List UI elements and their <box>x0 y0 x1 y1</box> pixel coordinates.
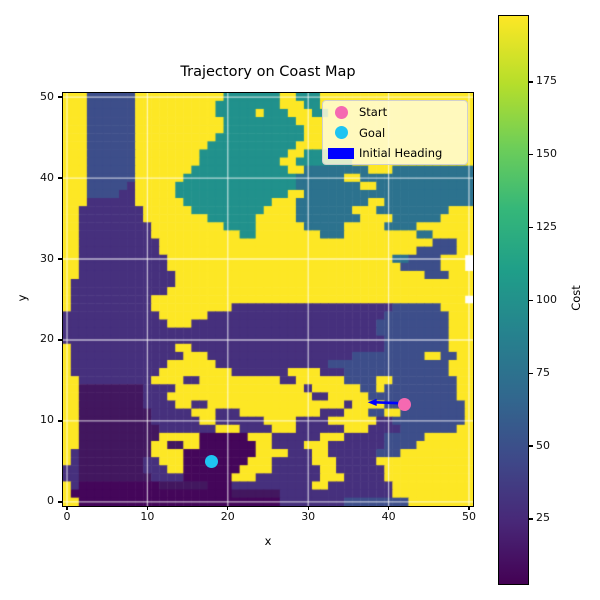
x-tick-mark <box>146 506 148 510</box>
colorbar-tick-mark <box>528 81 533 83</box>
x-tick-mark <box>387 506 390 510</box>
colorbar-tick-mark <box>528 445 533 447</box>
x-tick-mark <box>468 506 470 510</box>
colorbar-tick-label: 50 <box>536 438 550 452</box>
legend-start-label: Start <box>359 105 388 120</box>
x-tick-label: 50 <box>461 510 476 523</box>
legend-swatch-box <box>323 126 359 140</box>
x-tick-label: 0 <box>63 510 71 523</box>
colorbar-tick-mark <box>528 372 533 374</box>
y-tick-label: 10 <box>40 413 54 427</box>
colorbar-tick-mark <box>528 518 533 520</box>
chart-title: Trajectory on Coast Map <box>180 64 356 80</box>
y-tick-label: 50 <box>40 89 54 103</box>
legend-item-goal: Goal <box>323 123 467 144</box>
colorbar-tick-label: 25 <box>536 511 550 525</box>
x-tick-mark <box>307 506 309 510</box>
y-tick-mark <box>58 339 62 341</box>
x-tick-label: 30 <box>301 510 316 523</box>
x-axis-label: x <box>264 534 272 548</box>
legend-item-initial-heading: Initial Heading <box>323 143 467 164</box>
colorbar-tick-label: 125 <box>536 220 557 234</box>
goal-marker-icon <box>334 126 348 140</box>
colorbar-tick-mark <box>528 227 533 229</box>
y-tick-mark <box>58 420 62 422</box>
legend-swatch-box <box>323 105 359 119</box>
legend-item-start: Start <box>323 102 467 123</box>
colorbar-tick-label: 100 <box>536 292 557 306</box>
legend-initial-heading-label: Initial Heading <box>359 146 443 161</box>
colorbar-tick-mark <box>528 154 533 156</box>
colorbar-tick-mark <box>528 299 533 302</box>
initial-heading-arrow <box>367 398 400 406</box>
x-tick-label: 20 <box>220 510 235 523</box>
y-tick-label: 30 <box>40 251 54 265</box>
x-tick-label: 40 <box>381 510 396 523</box>
x-tick-mark <box>227 506 229 510</box>
start-marker-icon <box>334 105 348 119</box>
legend-goal-label: Goal <box>359 125 386 140</box>
start-marker <box>398 398 412 412</box>
y-tick-mark <box>58 177 62 179</box>
x-tick-label: 10 <box>140 510 155 523</box>
initial-heading-swatch-icon <box>328 147 354 159</box>
y-tick-mark <box>58 96 62 98</box>
legend: Start Goal Initial Heading <box>322 100 468 165</box>
y-tick-mark <box>58 258 62 260</box>
colorbar <box>498 15 529 585</box>
goal-marker <box>205 454 219 468</box>
colorbar-tick-label: 150 <box>536 147 557 161</box>
y-tick-label: 0 <box>47 494 54 508</box>
x-tick-mark <box>66 506 68 510</box>
plot-area: Start Goal Initial Heading <box>62 92 474 507</box>
y-tick-mark <box>58 501 62 503</box>
legend-swatch-box <box>323 147 359 159</box>
colorbar-label: Cost <box>569 285 583 311</box>
y-tick-label: 20 <box>40 332 54 346</box>
colorbar-tick-label: 75 <box>536 365 550 379</box>
y-axis-label: y <box>15 294 29 302</box>
colorbar-tick-label: 175 <box>536 74 557 88</box>
y-tick-label: 40 <box>40 170 54 184</box>
